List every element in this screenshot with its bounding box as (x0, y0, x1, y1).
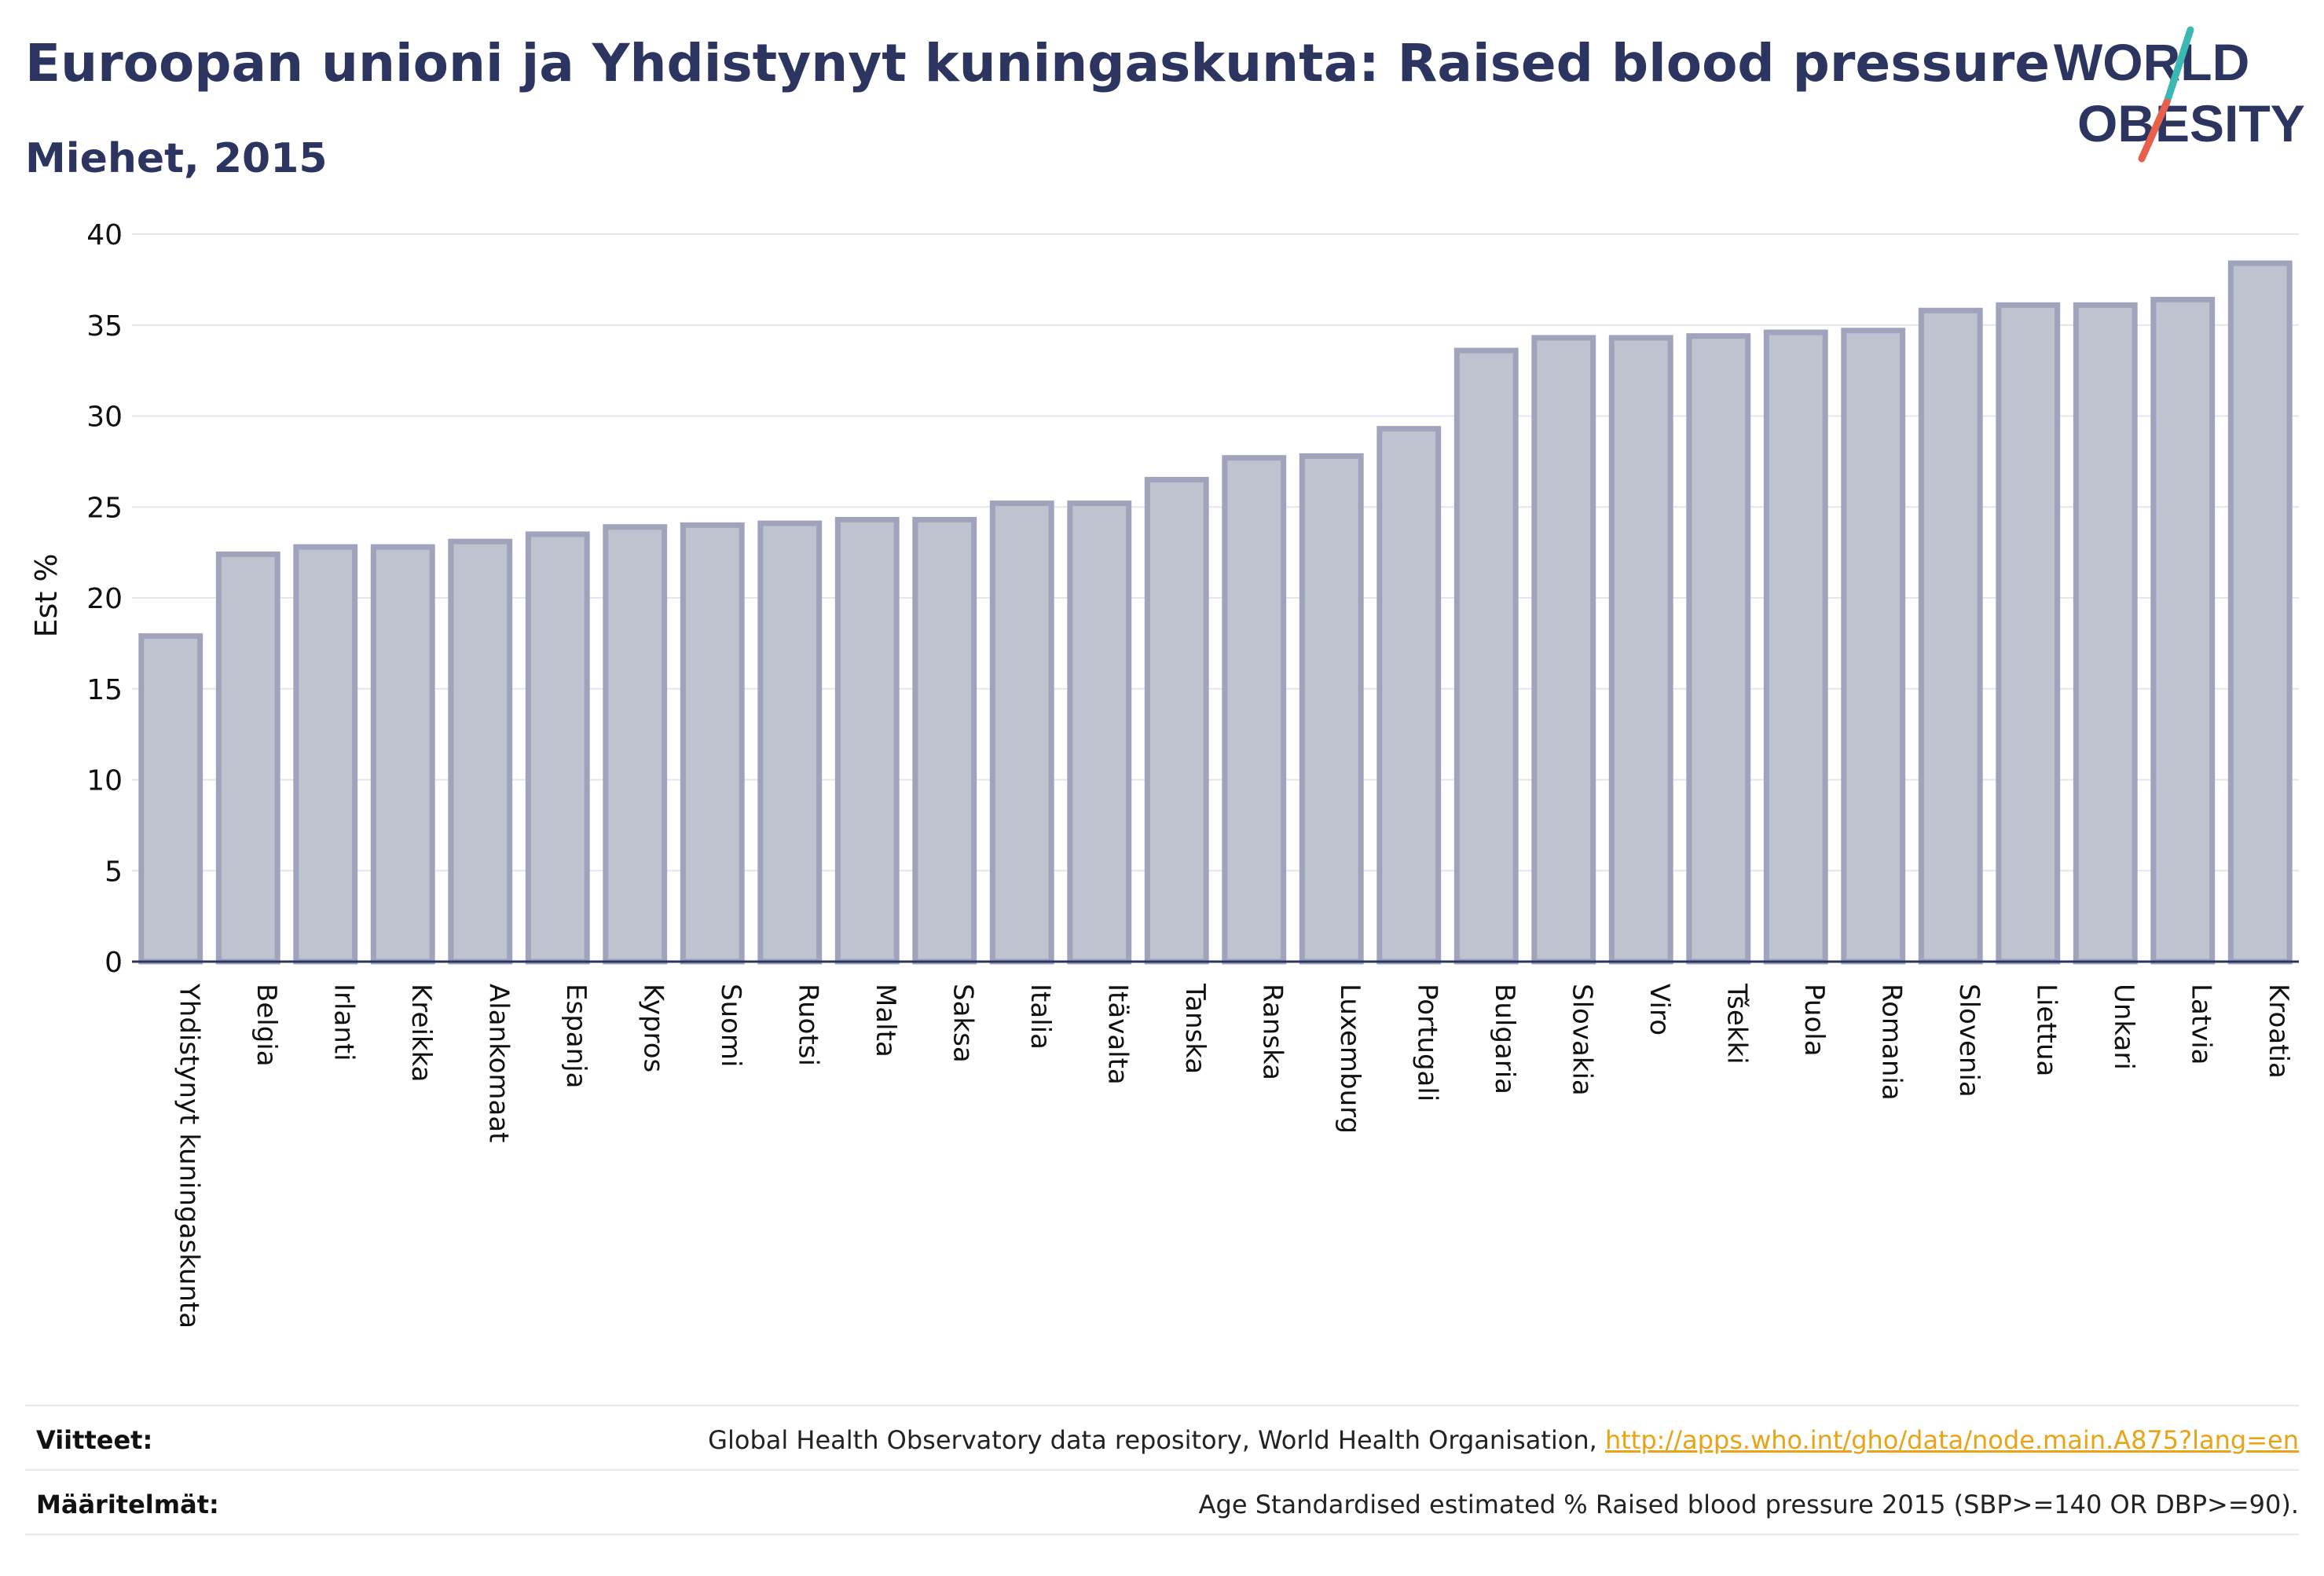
y-tick-label: 10 (86, 765, 123, 797)
x-tick-label: Liettua (2030, 984, 2062, 1076)
x-tick-label: Alankomaat (482, 984, 514, 1143)
y-tick-label: 15 (86, 674, 123, 706)
bar (1531, 335, 1596, 965)
x-tick-label: Espanja (560, 984, 592, 1088)
bar (1841, 328, 1906, 965)
bar (1608, 335, 1673, 965)
x-tick-label: Puola (1798, 984, 1830, 1057)
bar (1144, 477, 1209, 965)
logo-word-world: WORLD (2054, 33, 2249, 91)
bar (1067, 500, 1132, 965)
bar (1918, 307, 1983, 965)
bar (603, 524, 668, 965)
references-label: Viitteet: (36, 1425, 153, 1455)
chart-title: Euroopan unioni ja Yhdistynyt kuningasku… (25, 33, 2051, 93)
definitions-text: Age Standardised estimated % Raised bloo… (1198, 1490, 2299, 1519)
bar (912, 516, 977, 965)
y-tick-label: 0 (104, 947, 123, 979)
bar (1299, 453, 1364, 965)
y-tick-label: 40 (86, 219, 123, 251)
bar (2227, 260, 2293, 965)
bar (2150, 296, 2216, 965)
x-tick-label: Latvia (2185, 984, 2216, 1065)
references-source: Global Health Observatory data repositor… (708, 1425, 1605, 1455)
bar (1996, 302, 2061, 965)
bar (1763, 329, 1828, 965)
footer-divider-bottom (25, 1534, 2299, 1535)
x-axis: Yhdistynyt kuningaskunta Belgia Irlanti Kre… (132, 960, 2299, 1329)
bar (215, 551, 280, 965)
logo-slash-top (2163, 26, 2194, 106)
footer-divider-middle (25, 1469, 2299, 1471)
bar (370, 544, 435, 965)
y-tick-label: 35 (86, 310, 123, 343)
x-tick-label: Tšekki (1721, 983, 1752, 1065)
x-tick-label: Belgia (251, 984, 282, 1067)
x-tick-label: Ruotsi (792, 984, 823, 1066)
bar (293, 544, 358, 965)
y-tick-label: 20 (86, 583, 123, 615)
chart-subtitle: Miehet, 2015 (25, 135, 328, 182)
x-tick-label: Kypros (637, 984, 669, 1072)
y-tick-label: 30 (86, 401, 123, 434)
bar (448, 538, 513, 965)
x-tick-label: Yhdistynyt kuningaskunta (173, 983, 204, 1329)
bar (834, 516, 900, 965)
references-link[interactable]: http://apps.who.int/gho/data/node.main.A… (1604, 1425, 2299, 1455)
bar (1686, 333, 1751, 965)
bar (2073, 302, 2138, 965)
x-tick-label: Romania (1875, 984, 1907, 1101)
x-tick-label: Saksa (947, 984, 978, 1063)
x-tick-label: Viro (1644, 984, 1675, 1035)
bar (1453, 347, 1519, 965)
x-tick-label: Italia (1025, 984, 1056, 1050)
x-tick-label: Irlanti (328, 984, 359, 1061)
x-tick-label: Kreikka (405, 984, 437, 1083)
x-tick-label: Bulgaria (1489, 984, 1520, 1094)
bar (1376, 426, 1442, 965)
bar (680, 522, 745, 965)
bar (1222, 455, 1287, 965)
logo-slash-bottom (2138, 98, 2171, 163)
bar (989, 500, 1054, 965)
x-tick-label: Slovenia (1953, 984, 1985, 1098)
logo-word-obesity: OBESITY (2077, 94, 2305, 152)
bar (757, 520, 823, 965)
footer-divider-top (25, 1405, 2299, 1406)
x-tick-label: Itävalta (1102, 984, 1133, 1085)
bar (138, 633, 203, 965)
x-tick-label: Tanska (1179, 983, 1211, 1074)
bar-chart: 0 5 10 15 20 25 30 35 40 Yhdistynyt kuningaskunt… (29, 219, 2299, 1329)
bar (525, 531, 590, 965)
y-tick-label: 5 (104, 856, 123, 888)
y-axis-label: Est % (29, 554, 64, 638)
references-text: Global Health Observatory data repositor… (708, 1425, 2299, 1455)
x-tick-label: Portugali (1411, 984, 1442, 1101)
world-obesity-logo: WORLD OBESITY (2054, 26, 2305, 163)
x-tick-label: Malta (870, 984, 901, 1057)
x-tick-label: Luxemburg (1334, 984, 1365, 1134)
definitions-label: Määritelmät: (36, 1490, 219, 1519)
y-axis: 0 5 10 15 20 25 30 35 40 (86, 219, 123, 979)
bars (138, 260, 2293, 965)
x-tick-label: Ranska (1256, 984, 1288, 1080)
x-tick-label: Unkari (2108, 984, 2139, 1070)
y-tick-label: 25 (86, 492, 123, 524)
x-tick-label: Slovakia (1566, 984, 1597, 1096)
x-tick-label: Suomi (715, 984, 746, 1068)
x-tick-label: Kroatia (2263, 984, 2294, 1079)
